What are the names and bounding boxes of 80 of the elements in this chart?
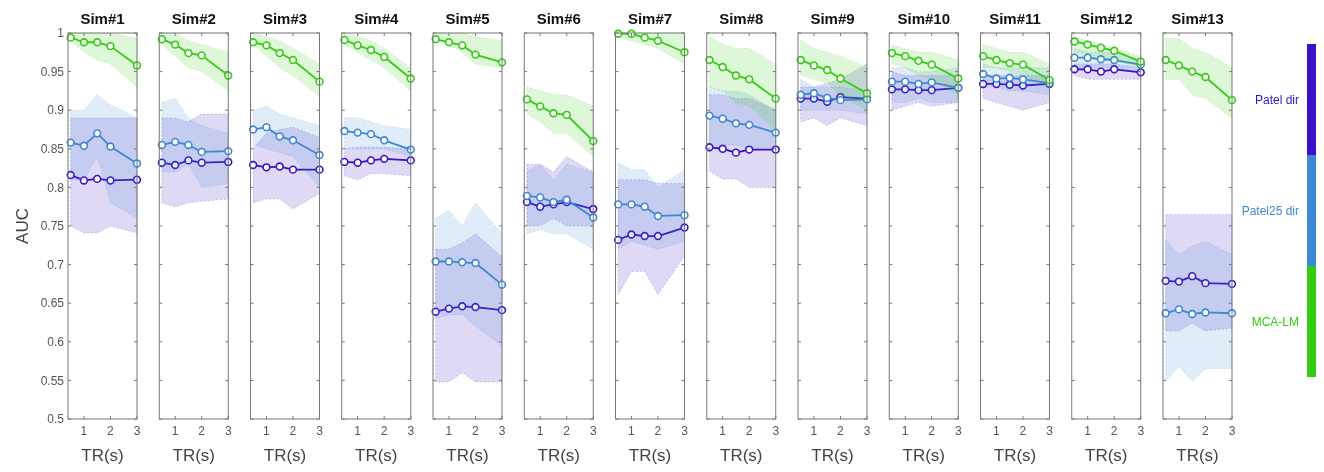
x-tick-label: 1 bbox=[80, 424, 88, 438]
x-axis-title: TR(s) bbox=[172, 446, 215, 465]
y-tick-label: 0.5 bbox=[47, 412, 65, 427]
x-axis-title: TR(s) bbox=[720, 446, 763, 465]
text: Patel25 dir bbox=[1241, 203, 1299, 218]
x-tick-label: 1 bbox=[445, 424, 453, 438]
x-tick-label: 3 bbox=[407, 424, 415, 438]
chart-title: Sim#8 bbox=[719, 10, 764, 27]
x-axis-title: TR(s) bbox=[355, 446, 398, 465]
chart-title: Sim#5 bbox=[445, 10, 490, 27]
x-tick-label: 2 bbox=[380, 424, 388, 438]
chart-title: Sim#7 bbox=[627, 10, 673, 27]
x-tick-label: 3 bbox=[954, 424, 962, 438]
x-tick-label: 2 bbox=[1202, 424, 1210, 438]
x-tick-label: 2 bbox=[745, 424, 753, 438]
x-tick-label: 1 bbox=[628, 424, 636, 438]
y-tick-label: 0.9 bbox=[47, 103, 65, 118]
x-axis-title: TR(s) bbox=[628, 446, 672, 465]
chart-title: Sim#4 bbox=[354, 10, 399, 27]
x-tick-label: 3 bbox=[863, 424, 871, 438]
y-axis-title: AUC bbox=[13, 208, 32, 244]
x-axis-title: TR(s) bbox=[537, 446, 580, 465]
x-tick-label: 1 bbox=[810, 424, 818, 438]
chart-title: Sim#13 bbox=[1171, 10, 1224, 27]
y-tick-label: 0.75 bbox=[40, 219, 65, 234]
x-tick-label: 3 bbox=[224, 424, 232, 438]
x-tick-label: 1 bbox=[536, 424, 544, 438]
y-tick-label: 0.85 bbox=[40, 142, 65, 156]
x-tick-label: 1 bbox=[171, 424, 179, 438]
x-tick-label: 3 bbox=[1137, 424, 1145, 438]
y-tick-label: 0.55 bbox=[40, 373, 65, 388]
chart-title: Sim#10 bbox=[897, 10, 951, 27]
x-tick-label: 3 bbox=[1228, 424, 1236, 438]
x-axis-title: TR(s) bbox=[993, 446, 1037, 465]
text: MCA-LM bbox=[1251, 314, 1299, 329]
x-axis-title: TR(s) bbox=[81, 446, 124, 465]
x-tick-label: 2 bbox=[472, 424, 480, 438]
x-tick-label: 2 bbox=[107, 424, 115, 438]
chart-title: Sim#9 bbox=[810, 10, 855, 27]
x-axis-title: TR(s) bbox=[446, 446, 489, 465]
x-tick-label: 1 bbox=[901, 424, 909, 438]
x-tick-label: 3 bbox=[1046, 424, 1054, 438]
x-axis-title: TR(s) bbox=[902, 446, 945, 465]
chart-title: Sim#11 bbox=[989, 10, 1041, 27]
x-tick-label: 2 bbox=[837, 424, 845, 438]
x-tick-label: 2 bbox=[654, 424, 662, 438]
y-tick-label: 0.6 bbox=[47, 335, 65, 349]
x-tick-label: 2 bbox=[198, 424, 206, 438]
x-tick-label: 3 bbox=[316, 424, 324, 438]
x-tick-label: 2 bbox=[1110, 424, 1118, 438]
chart-title: Sim#1 bbox=[80, 10, 125, 27]
y-tick-label: 1 bbox=[57, 26, 65, 41]
y-tick-label: 0.95 bbox=[40, 64, 65, 79]
x-tick-label: 1 bbox=[1084, 424, 1092, 438]
y-tick-label: 0.7 bbox=[47, 257, 65, 272]
x-tick-label: 3 bbox=[772, 424, 780, 438]
x-tick-label: 1 bbox=[1175, 424, 1183, 438]
text: Patel dir bbox=[1254, 92, 1299, 107]
x-tick-label: 2 bbox=[928, 424, 936, 438]
x-tick-label: 1 bbox=[719, 424, 727, 438]
x-tick-label: 3 bbox=[498, 424, 506, 438]
x-axis-title: TR(s) bbox=[1085, 446, 1128, 465]
y-tick-label: 0.8 bbox=[47, 180, 65, 195]
x-tick-label: 2 bbox=[563, 424, 571, 438]
chart-title: Sim#3 bbox=[262, 10, 308, 27]
x-axis-title: TR(s) bbox=[1176, 446, 1219, 465]
x-tick-label: 2 bbox=[289, 424, 297, 438]
x-tick-label: 3 bbox=[133, 424, 141, 438]
chart-title: Sim#2 bbox=[171, 10, 216, 27]
y-tick-label: 0.65 bbox=[40, 296, 65, 311]
x-tick-label: 3 bbox=[681, 424, 689, 438]
x-tick-label: 1 bbox=[263, 424, 271, 438]
x-tick-label: 1 bbox=[354, 424, 362, 438]
chart-title: Sim#6 bbox=[536, 10, 581, 27]
x-axis-title: TR(s) bbox=[263, 446, 307, 465]
x-tick-label: 2 bbox=[1019, 424, 1027, 438]
x-tick-label: 1 bbox=[993, 424, 1001, 438]
x-tick-label: 3 bbox=[589, 424, 597, 438]
x-axis-title: TR(s) bbox=[811, 446, 854, 465]
chart-title: Sim#12 bbox=[1079, 10, 1133, 27]
